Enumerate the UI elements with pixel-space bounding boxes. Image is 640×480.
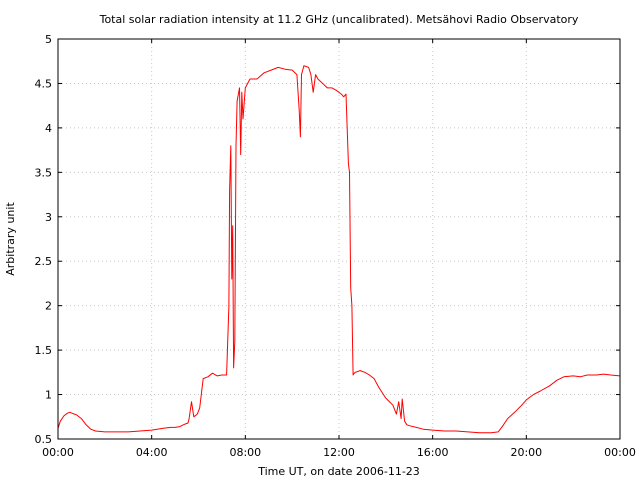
x-tick-label: 12:00 [323, 446, 355, 459]
x-tick-label: 16:00 [417, 446, 449, 459]
y-tick-label: 4 [45, 122, 52, 135]
x-tick-label: 04:00 [136, 446, 168, 459]
x-tick-label: 08:00 [229, 446, 261, 459]
x-tick-label: 00:00 [604, 446, 636, 459]
y-tick-label: 3.5 [35, 166, 53, 179]
series-layer [57, 65, 621, 434]
y-tick-label: 2 [45, 300, 52, 313]
y-tick-label: 0.5 [35, 433, 53, 446]
y-axis-label: Arbitrary unit [4, 202, 17, 276]
y-tick-label: 1.5 [35, 344, 53, 357]
grid-lines [58, 39, 620, 439]
x-tick-label: 00:00 [42, 446, 74, 459]
y-tick-label: 3 [45, 211, 52, 224]
chart-title: Total solar radiation intensity at 11.2 … [99, 13, 579, 26]
series-line [57, 65, 621, 434]
x-tick-label: 20:00 [510, 446, 542, 459]
y-tick-label: 1 [45, 389, 52, 402]
y-tick-label: 5 [45, 33, 52, 46]
x-axis-label: Time UT, on date 2006-11-23 [257, 465, 420, 478]
axis-ticks: 0.5 1 1.5 2 2.5 3 3.5 4 4.5 5 00:00 04:00 08:00 12:00… [35, 33, 636, 459]
y-tick-label: 4.5 [35, 77, 53, 90]
y-tick-label: 2.5 [35, 255, 53, 268]
